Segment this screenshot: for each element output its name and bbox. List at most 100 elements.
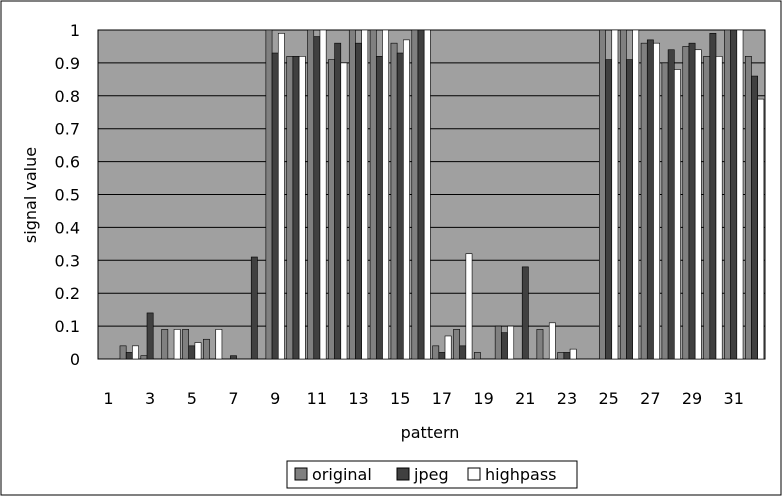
y-tick-label: 0.7 (55, 120, 80, 139)
bar-original-23 (557, 352, 565, 360)
bar-highpass-31 (736, 29, 744, 360)
bar-jpeg-7 (230, 355, 237, 360)
y-tick-label: 0.1 (55, 317, 80, 336)
y-axis-label: signal value (21, 147, 40, 243)
bar-jpeg-5 (188, 345, 196, 360)
y-tick-label: 0.4 (55, 218, 80, 237)
x-axis-ticks: 1 3 5 7 9 11 13 15 17 19 21 23 25 27 29 31 (103, 389, 744, 408)
bar-original-14 (369, 29, 377, 360)
legend-box (286, 460, 578, 489)
x-tick-label: 13 (348, 389, 368, 408)
y-tick-label: 0.3 (55, 251, 80, 270)
x-tick-label: 23 (557, 389, 577, 408)
bar-highpass-26 (632, 29, 640, 360)
bar-original-5 (182, 329, 189, 360)
y-tick-label: 0 (70, 350, 80, 369)
x-tick-label: 1 (103, 389, 113, 408)
legend-swatch-jpeg (396, 467, 410, 481)
bar-highpass-23 (569, 348, 577, 360)
bar-jpeg-25 (605, 59, 613, 360)
bar-original-9 (265, 29, 273, 360)
bar-jpeg-28 (667, 49, 675, 360)
bar-jpeg-27 (646, 39, 654, 360)
bar-jpeg-2 (125, 352, 133, 360)
x-tick-label: 3 (145, 389, 155, 408)
x-tick-label: 31 (724, 389, 744, 408)
bar-original-2 (119, 345, 127, 360)
x-tick-label: 15 (390, 389, 410, 408)
x-tick-label: 27 (640, 389, 660, 408)
bar-jpeg-17 (438, 352, 446, 360)
bar-jpeg-21 (521, 266, 529, 360)
bar-jpeg-8 (250, 256, 258, 360)
y-tick-label: 0.8 (55, 87, 80, 106)
bar-original-19 (474, 352, 481, 360)
bar-highpass-14 (382, 29, 389, 360)
x-tick-label: 19 (473, 389, 493, 408)
bar-highpass-6 (215, 329, 223, 360)
legend-swatch-highpass (467, 467, 481, 481)
y-axis-ticks: 0 0.1 0.2 0.3 0.4 0.5 0.6 0.7 0.8 0.9 1 (55, 21, 80, 369)
y-tick-label: 0.5 (55, 186, 80, 205)
x-tick-label: 25 (598, 389, 618, 408)
bar-original-20 (494, 325, 502, 360)
bar-original-3 (140, 355, 148, 360)
bar-highpass-32 (757, 98, 765, 360)
bar-highpass-10 (298, 56, 306, 360)
bar-jpeg-10 (292, 56, 300, 360)
y-tick-label: 0.6 (55, 153, 80, 172)
bar-jpeg-32 (751, 75, 758, 360)
x-axis-label: pattern (401, 423, 460, 442)
bar-highpass-27 (653, 42, 660, 360)
bar-jpeg-23 (563, 352, 571, 360)
bar-original-22 (536, 329, 544, 360)
bar-highpass-30 (715, 56, 723, 360)
bar-original-29 (682, 46, 690, 360)
x-tick-label: 29 (682, 389, 702, 408)
bar-highpass-18 (465, 253, 473, 360)
bar-original-31 (724, 29, 731, 360)
bar-jpeg-3 (146, 312, 154, 360)
bar-original-28 (661, 62, 669, 360)
bar-jpeg-26 (626, 59, 633, 360)
y-tick-label: 0.9 (55, 54, 80, 73)
bar-highpass-12 (340, 62, 348, 360)
bar-jpeg-30 (709, 32, 717, 360)
bar-highpass-25 (611, 29, 619, 360)
legend-label-original: original (312, 465, 372, 484)
x-tick-label: 17 (432, 389, 452, 408)
bar-jpeg-14 (375, 56, 383, 360)
bar-highpass-22 (548, 322, 556, 360)
bar-original-6 (203, 338, 210, 360)
bar-original-11 (307, 29, 315, 360)
bar-jpeg-15 (396, 52, 404, 360)
bar-jpeg-18 (459, 345, 467, 360)
y-tick-label: 0.2 (55, 284, 80, 303)
x-tick-label: 21 (515, 389, 535, 408)
bar-jpeg-20 (501, 332, 508, 360)
bar-highpass-20 (507, 325, 515, 360)
bar-original-18 (453, 329, 460, 360)
bar-original-27 (640, 42, 648, 360)
bar-original-17 (432, 345, 440, 360)
legend-swatch-original (294, 467, 308, 481)
y-tick-label: 1 (70, 21, 80, 40)
bar-highpass-29 (694, 49, 702, 360)
bar-jpeg-11 (313, 36, 321, 360)
bar-highpass-13 (361, 29, 369, 360)
bar-highpass-4 (173, 329, 181, 360)
x-tick-label: 11 (307, 389, 327, 408)
bar-highpass-15 (403, 39, 410, 360)
bar-highpass-5 (194, 342, 202, 360)
bar-highpass-9 (277, 32, 285, 360)
bar-jpeg-16 (417, 29, 425, 360)
bar-highpass-2 (132, 345, 139, 360)
bar-original-16 (411, 29, 419, 360)
bar-original-30 (703, 56, 711, 360)
bar-original-32 (744, 56, 752, 360)
bar-jpeg-12 (334, 42, 342, 360)
x-tick-label: 5 (187, 389, 197, 408)
legend-label-jpeg: jpeg (413, 465, 449, 484)
